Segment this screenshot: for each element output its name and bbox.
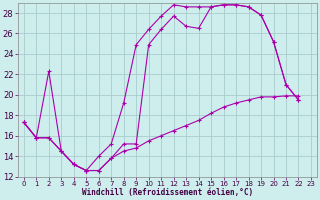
X-axis label: Windchill (Refroidissement éolien,°C): Windchill (Refroidissement éolien,°C) (82, 188, 253, 197)
